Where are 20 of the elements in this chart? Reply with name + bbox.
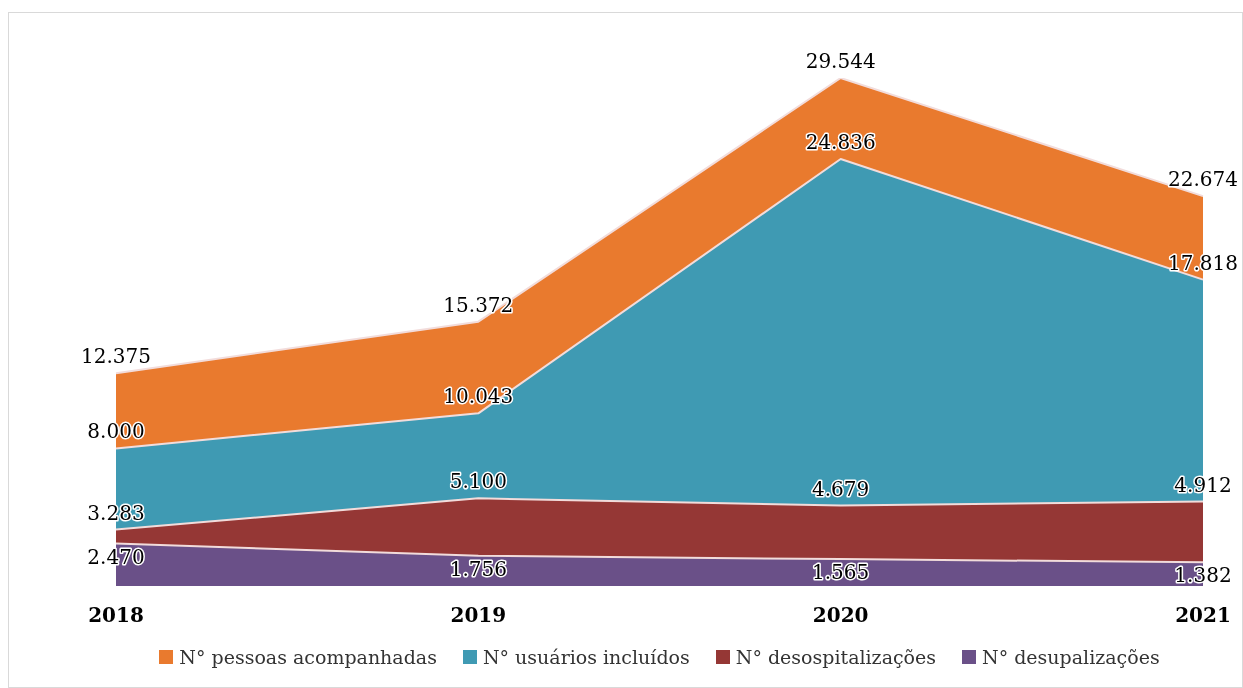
data-label: 24.836 <box>805 129 876 154</box>
legend-label: N° usuários incluídos <box>482 646 690 668</box>
data-label: 29.544 <box>805 49 876 73</box>
data-label: 4.679 <box>812 476 870 501</box>
data-label: 22.674 <box>1168 167 1238 192</box>
data-label: 1.565 <box>812 560 870 585</box>
x-tick-label: 2018 <box>88 603 144 628</box>
data-label: 12.375 <box>81 344 151 369</box>
x-tick-label: 2019 <box>450 603 507 628</box>
legend-label: N° desupalizações <box>982 646 1160 668</box>
data-label: 5.100 <box>449 469 507 494</box>
x-tick-label: 2021 <box>1175 603 1231 628</box>
data-label: 1.382 <box>1174 563 1232 588</box>
legend-label: N° pessoas acompanhadas <box>179 646 437 668</box>
data-label: 2.470 <box>87 544 145 569</box>
data-label: 8.000 <box>87 419 145 444</box>
data-label: 1.756 <box>449 556 507 581</box>
legend-label: N° desospitalizações <box>735 646 937 668</box>
x-tick-label: 2020 <box>812 603 869 628</box>
data-label: 3.283 <box>87 500 145 525</box>
